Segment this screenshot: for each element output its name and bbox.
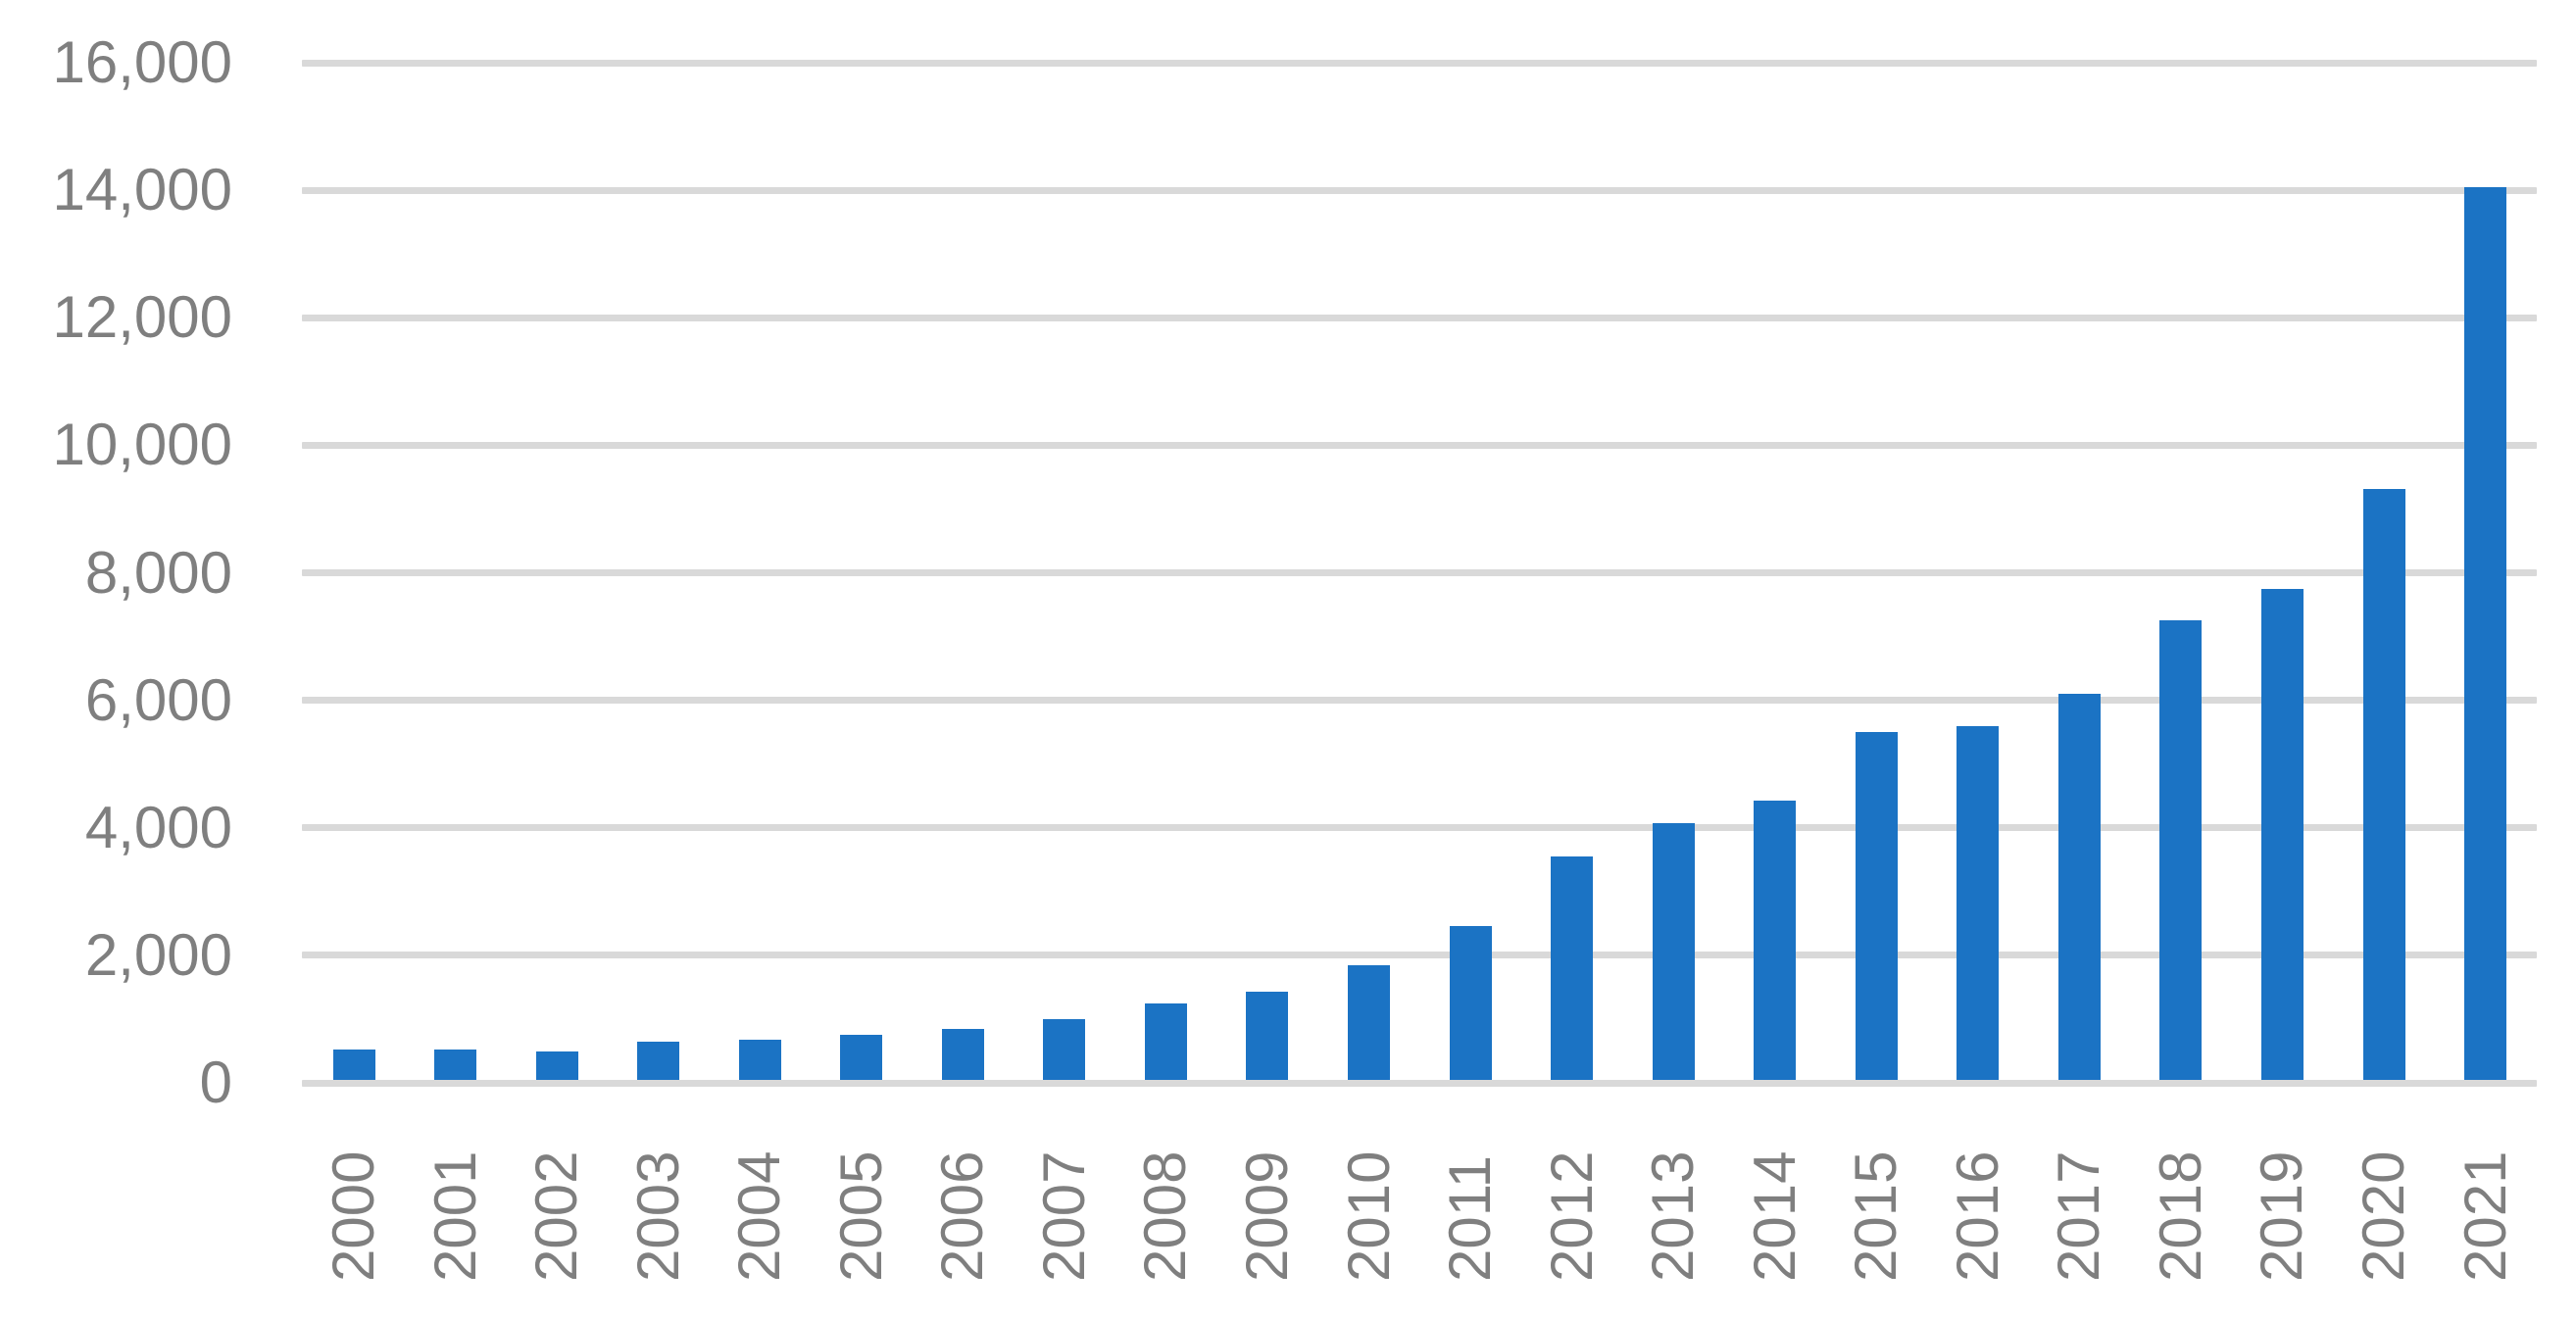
x-tick-label: 2009 (1234, 1150, 1300, 1282)
x-tick-label: 2006 (929, 1150, 995, 1282)
x-tick-label: 2003 (625, 1150, 691, 1282)
y-tick-label: 6,000 (84, 666, 232, 733)
bar-2010 (1348, 965, 1390, 1080)
gridline (302, 824, 2537, 832)
bar-2014 (1754, 801, 1796, 1080)
x-tick-label: 2019 (2249, 1150, 2314, 1282)
x-tick-label: 2017 (2046, 1150, 2111, 1282)
bar-2019 (2261, 589, 2304, 1080)
bar-2020 (2363, 489, 2405, 1080)
x-tick-label: 2001 (422, 1150, 488, 1282)
x-tick-label: 2005 (828, 1150, 894, 1282)
gridline (302, 314, 2537, 321)
x-tick-label: 2002 (523, 1150, 589, 1282)
gridline (302, 186, 2537, 194)
x-tick-label: 2013 (1640, 1150, 1706, 1282)
bar-2003 (637, 1042, 679, 1080)
gridline (302, 441, 2537, 449)
y-tick-label: 2,000 (84, 921, 232, 988)
bar-2000 (333, 1050, 375, 1080)
x-tick-label: 2010 (1336, 1150, 1402, 1282)
gridline (302, 697, 2537, 705)
y-tick-label: 8,000 (84, 539, 232, 606)
x-tick-label: 2007 (1031, 1150, 1097, 1282)
x-tick-label: 2000 (321, 1150, 386, 1282)
gridline (302, 952, 2537, 959)
bar-2018 (2159, 620, 2202, 1080)
bar-2012 (1551, 856, 1593, 1080)
bar-2016 (1957, 726, 1999, 1080)
bar-2015 (1856, 732, 1898, 1080)
gridline (302, 59, 2537, 67)
bar-2011 (1450, 926, 1492, 1080)
x-tick-label: 2016 (1945, 1150, 2010, 1282)
y-tick-label: 10,000 (52, 412, 232, 478)
bar-2002 (536, 1051, 578, 1080)
x-tick-label: 2012 (1539, 1150, 1605, 1282)
gridline (302, 569, 2537, 576)
x-tick-label: 2018 (2148, 1150, 2213, 1282)
y-tick-label: 16,000 (52, 29, 232, 95)
bar-2009 (1246, 992, 1288, 1080)
y-tick-label: 4,000 (84, 794, 232, 860)
x-tick-label: 2004 (726, 1150, 792, 1282)
x-tick-label: 2014 (1742, 1150, 1808, 1282)
bar-2008 (1145, 1003, 1187, 1080)
x-tick-label: 2021 (2452, 1150, 2518, 1282)
plot-area (302, 59, 2537, 1087)
bar-2005 (840, 1035, 882, 1080)
x-tick-label: 2008 (1132, 1150, 1198, 1282)
x-tick-label: 2015 (1843, 1150, 1908, 1282)
bar-2013 (1653, 823, 1695, 1080)
x-axis-baseline (302, 1079, 2537, 1087)
y-tick-label: 14,000 (52, 157, 232, 223)
y-tick-label: 12,000 (52, 284, 232, 351)
bar-2007 (1043, 1019, 1085, 1080)
bar-2006 (942, 1029, 984, 1080)
bar-2017 (2058, 694, 2101, 1080)
y-tick-label: 0 (199, 1050, 232, 1115)
x-tick-label: 2020 (2351, 1150, 2416, 1282)
bar-2001 (434, 1050, 476, 1080)
x-tick-label: 2011 (1437, 1154, 1503, 1282)
bar-2021 (2464, 187, 2506, 1080)
bar-2004 (739, 1040, 781, 1080)
